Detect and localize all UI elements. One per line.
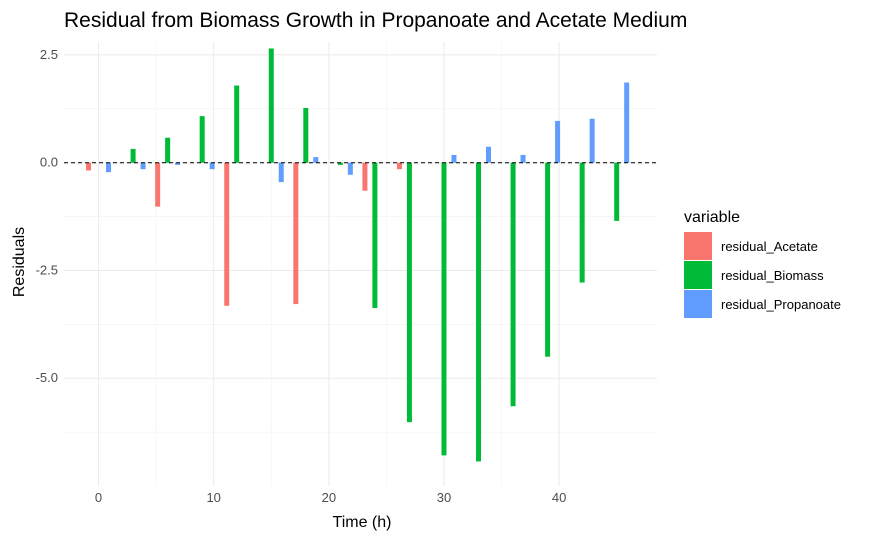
y-tick-label: 2.5	[40, 47, 58, 62]
bar-residual-acetate	[362, 162, 368, 191]
bar-residual-propanoate	[140, 162, 146, 170]
legend-label: residual_Biomass	[721, 268, 824, 283]
y-tick-label: -5.0	[36, 370, 58, 385]
x-tick-label: 40	[552, 490, 566, 505]
legend-label: residual_Acetate	[721, 239, 818, 254]
bar-residual-biomass	[268, 48, 274, 163]
bar-residual-propanoate	[278, 162, 284, 183]
bar-residual-propanoate	[589, 118, 595, 163]
legend-title: variable	[684, 209, 740, 226]
bar-residual-biomass	[303, 107, 309, 163]
grid-layer	[64, 42, 657, 486]
bar-residual-propanoate	[313, 157, 319, 163]
legend-key-residual-biomass	[684, 261, 712, 289]
bar-residual-propanoate	[175, 162, 181, 165]
y-axis-title: Residuals	[11, 227, 28, 297]
bar-residual-propanoate	[520, 154, 526, 163]
bar-residual-biomass	[406, 162, 412, 423]
bar-residual-acetate	[224, 162, 230, 306]
bar-residual-biomass	[337, 162, 343, 165]
chart-title: Residual from Biomass Growth in Propanoa…	[64, 9, 687, 32]
bar-residual-acetate	[293, 162, 299, 305]
bar-residual-biomass	[614, 162, 620, 221]
bar-residual-acetate	[396, 162, 402, 170]
legend-label: residual_Propanoate	[721, 297, 841, 312]
bar-residual-biomass	[372, 162, 378, 308]
bar-residual-propanoate	[624, 82, 630, 163]
bar-residual-biomass	[476, 162, 482, 462]
bar-residual-propanoate	[209, 162, 215, 170]
y-tick-label: 0.0	[40, 155, 58, 170]
bar-residual-propanoate	[106, 162, 112, 173]
x-axis-title: Time (h)	[333, 514, 392, 531]
legend-key-residual-acetate	[684, 232, 712, 260]
bars-layer	[86, 48, 630, 462]
bar-residual-acetate	[86, 162, 92, 171]
bar-residual-biomass	[579, 162, 585, 283]
bar-residual-propanoate	[451, 154, 457, 163]
y-tick-label: -2.5	[36, 262, 58, 277]
bar-residual-biomass	[234, 85, 240, 163]
ticks-layer: 0 10 20 30 40 2.5 0.0 -2.5 -5.0	[36, 47, 567, 505]
bar-residual-biomass	[130, 148, 136, 163]
x-tick-label: 20	[322, 490, 336, 505]
bar-residual-propanoate	[347, 162, 353, 175]
bar-residual-biomass	[510, 162, 516, 407]
bar-residual-biomass	[545, 162, 551, 357]
bar-residual-propanoate	[555, 120, 561, 163]
legend: variable residual_Acetate residual_Biomas…	[684, 209, 841, 318]
x-tick-label: 0	[95, 490, 102, 505]
x-tick-label: 30	[437, 490, 451, 505]
bar-residual-biomass	[199, 116, 205, 163]
bar-residual-biomass	[165, 137, 171, 163]
legend-key-residual-propanoate	[684, 290, 712, 318]
bar-residual-acetate	[155, 162, 161, 207]
legend-items: residual_Acetate residual_Biomass residual…	[684, 232, 841, 318]
x-tick-label: 10	[206, 490, 220, 505]
bar-residual-propanoate	[486, 146, 491, 163]
bar-residual-biomass	[441, 162, 447, 456]
